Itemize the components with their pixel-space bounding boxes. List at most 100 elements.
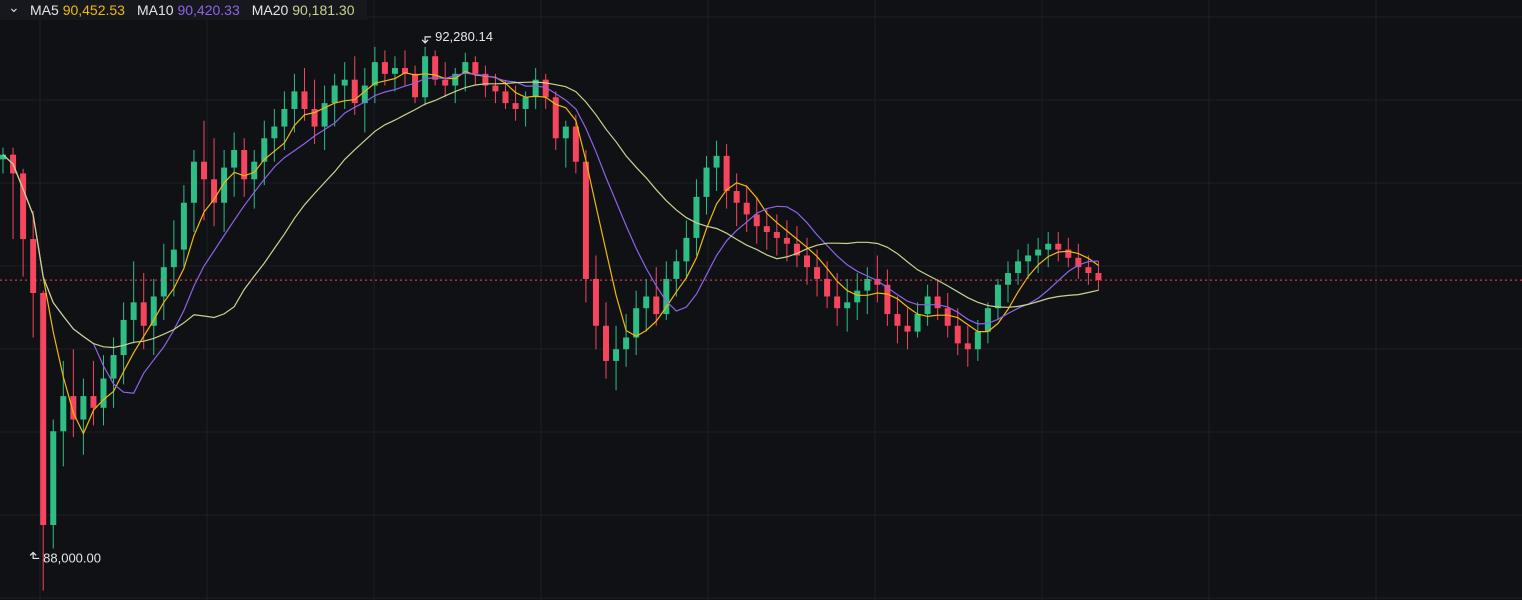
candle-body-77 [773,232,780,238]
candle-body-17 [170,249,177,268]
candle-body-43 [432,56,439,80]
candle-body-81 [814,267,821,279]
candle-body-13 [130,302,137,320]
candle-body-70 [703,167,710,197]
candle-body-97 [974,331,981,350]
candle-body-105 [1055,243,1062,250]
candle-body-57 [572,126,579,162]
ma5-line [2,70,1099,436]
candle-body-71 [713,155,720,168]
candle-body-69 [693,196,700,238]
candle-body-30 [301,91,308,109]
candle-body-74 [743,202,750,215]
candle-body-3 [30,239,37,293]
candle-body-4 [40,292,47,525]
candle-body-41 [412,73,419,98]
candle-body-75 [753,214,760,227]
candle-body-2 [20,173,27,240]
candle-body-101 [1015,261,1022,274]
candle-body-52 [522,97,529,109]
candle-body-87 [874,278,881,285]
candle-body-44 [442,79,449,86]
candle-body-88 [884,284,891,315]
candle-body-64 [643,296,650,309]
candle-body-93 [934,296,941,309]
candle-body-25 [251,161,258,180]
candle-body-6 [60,396,67,432]
candle-body-29 [291,91,298,109]
candle-body-59 [592,278,599,326]
candle-body-19 [190,161,197,203]
candle-body-18 [180,202,187,250]
ma20-line [2,81,1099,349]
candle-body-27 [271,126,278,139]
candle-body-42 [422,56,429,98]
ma5-item: MA5 90,452.53 [30,2,125,18]
candle-body-0 [0,154,6,160]
candle-body-106 [1065,249,1072,258]
candle-body-85 [854,290,861,303]
candle-body-62 [623,337,630,350]
candle-body-21 [211,179,218,203]
candles-layer [0,46,1102,591]
ma20-value: 90,181.30 [292,2,355,18]
candle-body-60 [603,325,609,361]
candle-body-37 [371,62,378,86]
candle-body-79 [793,243,800,256]
candle-body-32 [321,103,328,127]
candle-body-28 [281,108,288,127]
candle-body-36 [361,85,368,104]
candle-body-66 [663,278,670,315]
candle-body-107 [1075,257,1082,268]
ma20-item: MA20 90,181.30 [252,2,355,18]
candle-body-108 [1085,267,1092,274]
candle-body-63 [633,308,640,338]
ma10-value: 90,420.33 [177,2,240,18]
candle-body-7 [70,396,77,420]
high-price-marker: 92,280.14 [421,29,493,44]
candle-body-22 [221,167,228,203]
candle-body-33 [331,85,338,104]
candle-body-99 [994,284,1001,309]
candle-body-109 [1095,273,1102,281]
candle-body-10 [100,378,107,408]
candle-body-67 [673,261,680,279]
candle-body-8 [80,396,87,420]
candle-body-16 [160,267,167,297]
candle-body-84 [844,302,851,309]
candle-body-73 [733,191,740,203]
ma10-line [2,72,1099,394]
candle-body-90 [904,325,911,332]
candle-body-50 [502,91,509,104]
candle-body-104 [1045,243,1052,250]
candle-body-5 [50,431,57,525]
high-price-label: 92,280.14 [435,29,493,44]
candle-body-15 [150,296,157,326]
candle-body-103 [1035,249,1042,256]
chevron-down-icon[interactable]: ⌄ [8,0,20,15]
candle-body-47 [472,62,479,74]
candle-body-55 [552,97,559,139]
candle-body-65 [653,296,660,315]
candle-body-23 [231,150,238,168]
candle-body-48 [482,73,489,86]
high-arrow-icon [421,36,432,44]
candle-body-20 [201,161,207,180]
candle-body-95 [954,325,961,344]
candle-body-89 [894,314,901,326]
candle-body-98 [984,308,991,332]
candle-body-46 [462,62,469,74]
candle-body-54 [542,79,549,98]
candle-body-86 [864,278,871,291]
candle-body-58 [582,161,589,279]
candle-body-83 [834,296,841,309]
candle-body-14 [140,302,147,326]
ma-legend[interactable]: ⌄ MA5 90,452.53 MA10 90,420.33 MA20 90,1… [0,0,367,20]
candle-body-82 [824,278,831,297]
candle-body-100 [1005,273,1011,285]
candle-body-34 [341,79,348,86]
ma10-label: MA10 [136,2,174,18]
candle-body-96 [964,343,971,350]
